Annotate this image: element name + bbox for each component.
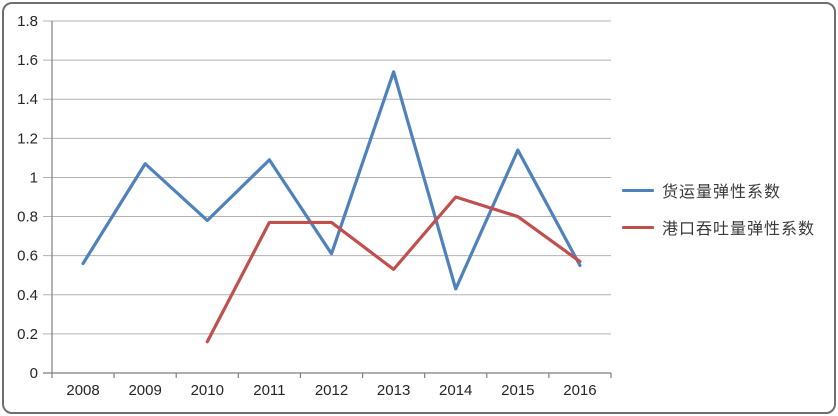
- legend-item-port-throughput-elasticity[interactable]: 港口吞吐量弹性系数: [622, 215, 815, 239]
- x-tick-label: 2013: [377, 382, 410, 399]
- y-axis-labels: 0 0.2 0.4 0.6 0.8 1 1.2 1.4 1.6 1.8: [17, 13, 38, 382]
- x-tick-label: 2014: [439, 382, 472, 399]
- y-tick-label: 0.4: [17, 287, 38, 304]
- y-tick-label: 1.6: [17, 52, 38, 69]
- y-tick-label: 0.8: [17, 209, 38, 226]
- legend-label-freight-elasticity: 货运量弹性系数: [662, 184, 782, 201]
- x-tick-label: 2016: [563, 382, 596, 399]
- x-axis-labels: 2008 2009 2010 2011 2012 2013 2014 2015 2016: [66, 382, 596, 399]
- x-tick-label: 2011: [253, 382, 285, 399]
- y-tick-label: 0: [30, 365, 38, 382]
- legend-item-freight-elasticity[interactable]: 货运量弹性系数: [622, 178, 815, 202]
- x-tick-label: 2009: [128, 382, 161, 399]
- gridlines: [43, 20, 611, 335]
- x-tick-label: 2008: [66, 382, 99, 399]
- x-tick-label: 2012: [315, 382, 348, 399]
- y-tick-label: 1.2: [17, 130, 38, 147]
- y-tick-label: 1.8: [17, 13, 38, 30]
- port-throughput-series-line: [205, 195, 582, 344]
- port-throughput-series-line-swatch: [622, 225, 654, 229]
- y-tick-label: 1.4: [17, 91, 38, 108]
- y-tick-label: 0.6: [17, 248, 38, 265]
- axes: [43, 21, 612, 378]
- x-tick-label: 2015: [501, 382, 534, 399]
- legend-label-port-throughput-elasticity: 港口吞吐量弹性系数: [662, 221, 816, 238]
- y-tick-label: 1: [30, 169, 38, 186]
- freight-series-line: [81, 70, 582, 291]
- y-tick-label: 0.2: [17, 326, 38, 343]
- x-tick-label: 2010: [191, 382, 224, 399]
- freight-series-line-swatch: [622, 188, 654, 192]
- chart-legend: 货运量弹性系数 港口吞吐量弹性系数: [622, 178, 815, 239]
